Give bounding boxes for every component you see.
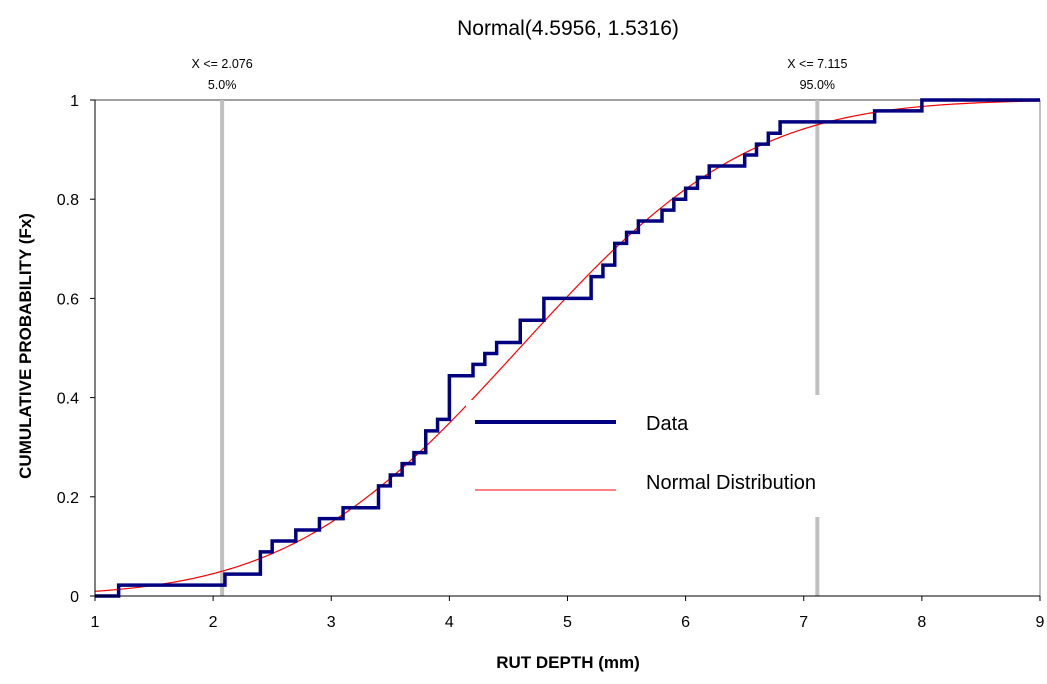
marker-label: X <= 7.115 xyxy=(787,57,847,71)
legend: Data Normal Distribution xyxy=(466,400,886,510)
y-tick-label: 1 xyxy=(70,93,79,110)
chart-title: Normal(4.5956, 1.5316) xyxy=(457,17,679,40)
x-tick-label: 4 xyxy=(445,614,454,631)
y-tick-label: 0 xyxy=(70,589,79,606)
y-tick-label: 0.6 xyxy=(57,291,79,308)
x-tick-label: 6 xyxy=(681,614,690,631)
y-tick-label: 0.2 xyxy=(57,490,79,507)
legend-label-data: Data xyxy=(646,413,689,435)
ticks-layer: 1 2 3 4 5 6 7 8 9 0 0.2 0.4 0.6 0.8 1 xyxy=(57,93,1045,631)
markers-layer: X <= 2.076 5.0% X <= 7.115 95.0% xyxy=(192,57,847,596)
x-tick-label: 8 xyxy=(917,614,926,631)
x-tick-label: 1 xyxy=(91,614,100,631)
x-tick-label: 3 xyxy=(327,614,336,631)
y-axis-title: CUMULATIVE PROBABILITY (Fx) xyxy=(16,213,35,479)
plot-area xyxy=(95,99,1041,596)
x-tick-label: 7 xyxy=(799,614,808,631)
marker-label: X <= 2.076 xyxy=(192,57,253,71)
x-tick-label: 2 xyxy=(209,614,218,631)
marker-percent: 95.0% xyxy=(800,78,835,92)
marker-percent: 5.0% xyxy=(208,78,237,92)
legend-background xyxy=(466,400,886,510)
y-tick-label: 0.8 xyxy=(57,192,79,209)
series-normal-distribution-line xyxy=(94,100,1041,592)
y-tick-label: 0.4 xyxy=(57,391,79,408)
x-axis-title: RUT DEPTH (mm) xyxy=(496,653,640,672)
x-tick-label: 5 xyxy=(563,614,572,631)
series-layer xyxy=(94,98,1041,598)
x-tick-label: 9 xyxy=(1036,614,1045,631)
series-data-step-line xyxy=(95,98,1040,598)
axes-layer xyxy=(94,100,1040,597)
legend-label-normal: Normal Distribution xyxy=(646,472,816,494)
